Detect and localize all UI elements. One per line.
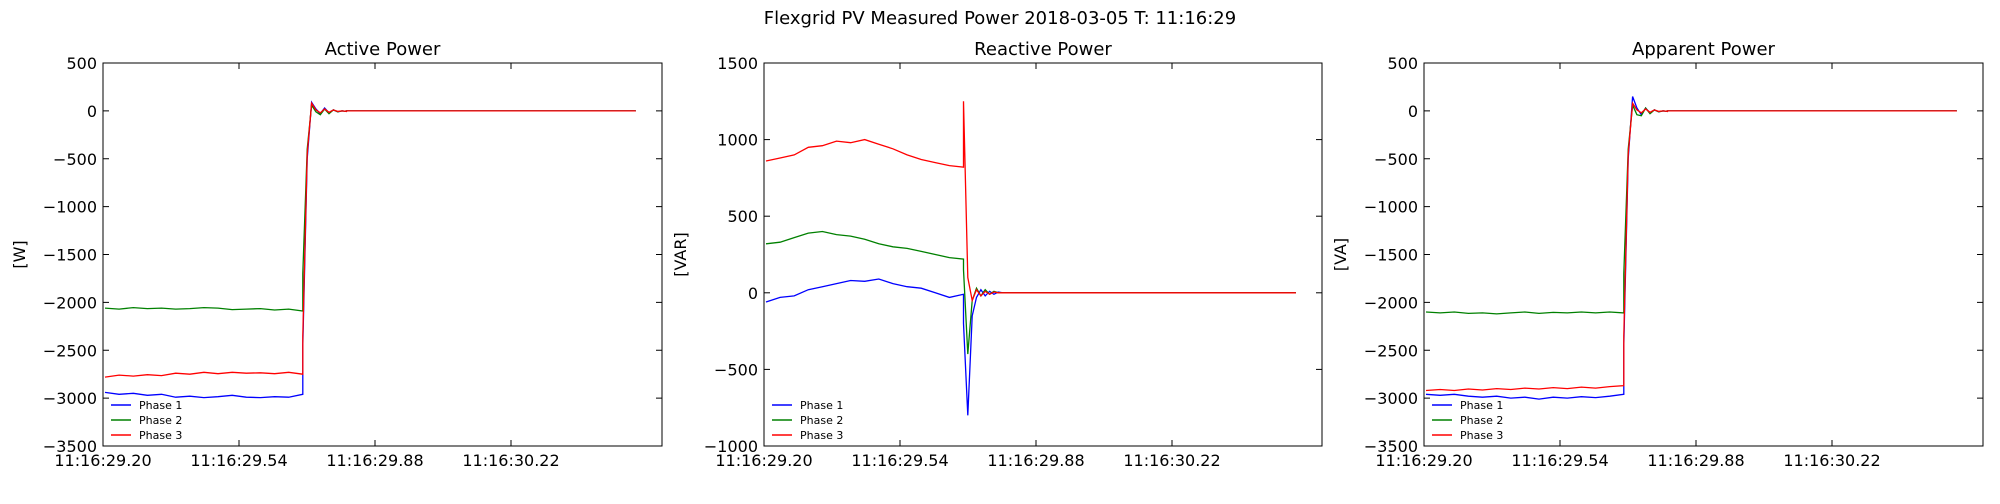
y-axis-label: [VA] bbox=[1331, 238, 1350, 271]
panel-2: Reactive Power [VAR] 1500 1000 500 0 −500 −1000… bbox=[671, 39, 1323, 470]
y-tick-label: −1500 bbox=[1364, 246, 1418, 265]
y-tick-label: −3500 bbox=[43, 437, 97, 456]
y-tick-label: −1000 bbox=[43, 198, 97, 217]
legend: Phase 1 Phase 2 Phase 3 bbox=[772, 399, 843, 442]
legend: Phase 1 Phase 2 Phase 3 bbox=[1432, 399, 1503, 442]
y-tick-label: 500 bbox=[66, 54, 97, 73]
y-axis-label: [W] bbox=[10, 240, 29, 268]
y-tick-label: −3000 bbox=[43, 389, 97, 408]
y-tick-label: −3000 bbox=[1364, 389, 1418, 408]
chart-title: Reactive Power bbox=[974, 39, 1112, 60]
x-tick-label: 11:16:29.20 bbox=[1375, 451, 1472, 470]
y-tick-label: 1000 bbox=[717, 131, 758, 150]
legend-label: Phase 3 bbox=[139, 429, 182, 442]
plot-frame bbox=[1423, 62, 1984, 447]
panels: Active Power [W] 500 0 −500 −1000 −1500 −2000 −2… bbox=[10, 39, 1984, 470]
series-line-phase-3 bbox=[104, 101, 636, 378]
x-tick-label: 11:16:30.22 bbox=[1783, 451, 1880, 470]
x-tick-label: 11:16:29.88 bbox=[326, 451, 423, 470]
legend-label: Phase 2 bbox=[1460, 414, 1503, 427]
series-line-phase-2 bbox=[1425, 102, 1957, 315]
x-tick-label: 11:16:29.88 bbox=[1647, 451, 1744, 470]
series-line-phase-3 bbox=[765, 101, 1296, 303]
series-line-phase-2 bbox=[104, 103, 636, 312]
y-tick-label: 500 bbox=[727, 207, 758, 226]
y-tick-label: −2000 bbox=[1364, 293, 1418, 312]
chart-title: Apparent Power bbox=[1632, 39, 1775, 60]
x-tick-label: 11:16:29.20 bbox=[715, 451, 812, 470]
y-tick-label: −1500 bbox=[43, 246, 97, 265]
y-tick-label: −1000 bbox=[1364, 198, 1418, 217]
x-tick-label: 11:16:30.22 bbox=[1123, 451, 1220, 470]
y-axis-label: [VAR] bbox=[671, 232, 690, 276]
y-tick-label: −3500 bbox=[1364, 437, 1418, 456]
y-tick-label: −2000 bbox=[43, 293, 97, 312]
x-tick-label: 11:16:29.88 bbox=[987, 451, 1084, 470]
legend-label: Phase 2 bbox=[139, 414, 182, 427]
plot-frame bbox=[763, 62, 1323, 447]
y-tick-label: 1500 bbox=[717, 54, 758, 73]
legend-label: Phase 1 bbox=[1460, 399, 1503, 412]
legend-label: Phase 3 bbox=[1460, 429, 1503, 442]
y-tick-label: −500 bbox=[53, 150, 97, 169]
x-tick-label: 11:16:29.54 bbox=[851, 451, 948, 470]
plot-frame bbox=[102, 62, 663, 447]
series-line-phase-1 bbox=[1425, 96, 1957, 400]
y-tick-label: −2500 bbox=[43, 341, 97, 360]
x-tick-label: 11:16:29.54 bbox=[1511, 451, 1608, 470]
series-line-phase-1 bbox=[104, 100, 636, 399]
x-tick-label: 11:16:30.22 bbox=[462, 451, 559, 470]
x-tick-label: 11:16:29.20 bbox=[54, 451, 151, 470]
panel-1: Active Power [W] 500 0 −500 −1000 −1500 −2000 −2… bbox=[10, 39, 663, 470]
panel-3: Apparent Power [VA] 500 0 −500 −1000 −1500 −200… bbox=[1331, 39, 1984, 470]
y-tick-label: −1000 bbox=[704, 437, 758, 456]
y-tick-label: 0 bbox=[1408, 102, 1418, 121]
chart-title: Active Power bbox=[325, 39, 441, 60]
y-tick-label: 500 bbox=[1387, 54, 1418, 73]
legend-label: Phase 3 bbox=[800, 429, 843, 442]
y-tick-label: −500 bbox=[714, 360, 758, 379]
y-tick-label: 0 bbox=[748, 284, 758, 303]
y-tick-label: −500 bbox=[1374, 150, 1418, 169]
series-line-phase-3 bbox=[1425, 101, 1957, 392]
legend-label: Phase 1 bbox=[139, 399, 182, 412]
y-tick-label: −2500 bbox=[1364, 341, 1418, 360]
x-tick-label: 11:16:29.54 bbox=[190, 451, 287, 470]
series-line-phase-1 bbox=[765, 278, 1296, 416]
legend: Phase 1 Phase 2 Phase 3 bbox=[111, 399, 182, 442]
legend-label: Phase 1 bbox=[800, 399, 843, 412]
y-tick-label: 0 bbox=[87, 102, 97, 121]
legend-label: Phase 2 bbox=[800, 414, 843, 427]
figure-suptitle: Flexgrid PV Measured Power 2018-03-05 T:… bbox=[764, 8, 1236, 29]
